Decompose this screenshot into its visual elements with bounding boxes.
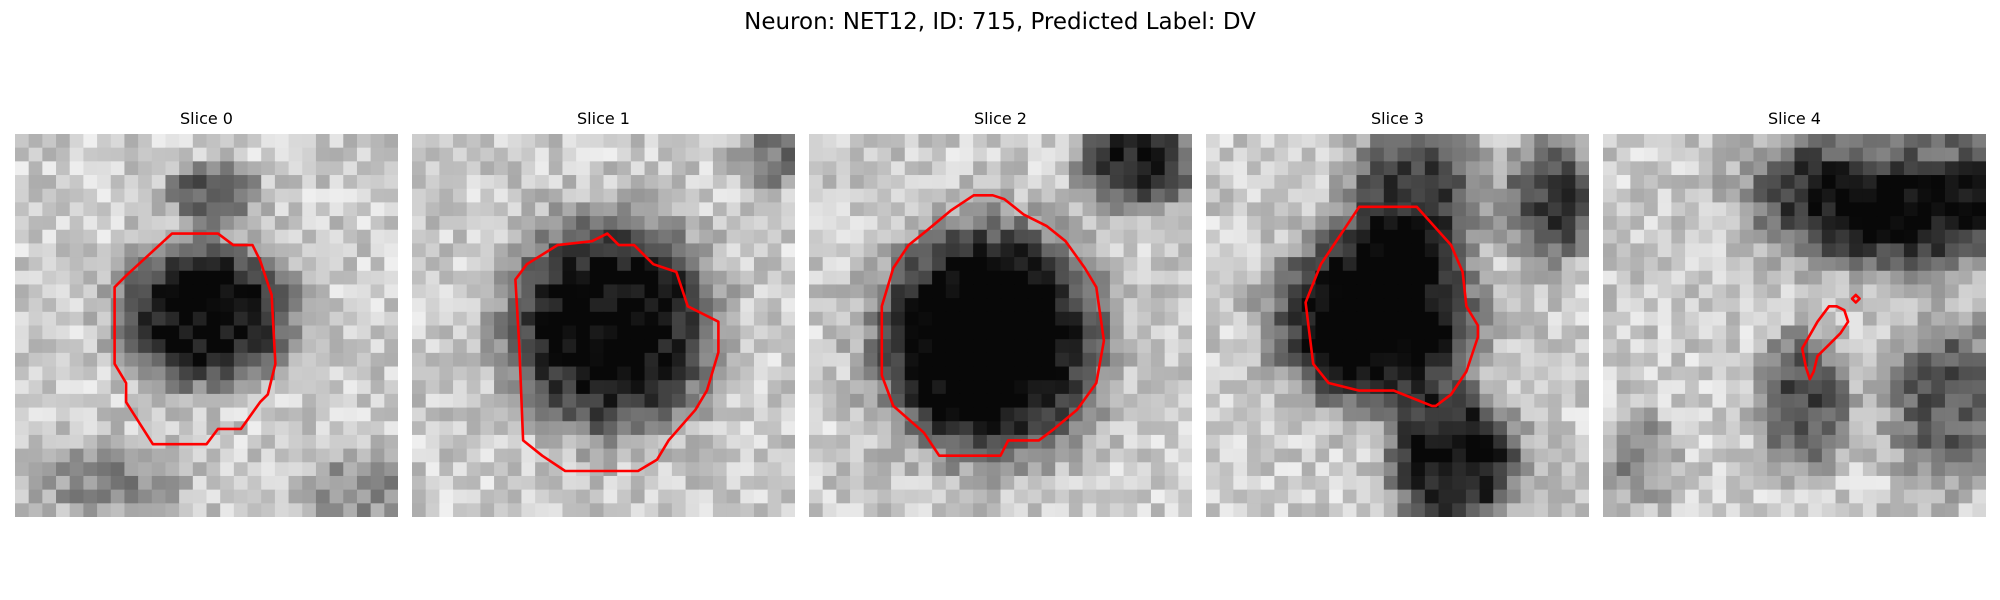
slice-title: Slice 2: [974, 109, 1027, 128]
slice-title: Slice 1: [577, 109, 630, 128]
segmentation-contour: [880, 193, 1106, 458]
slice-title: Slice 0: [180, 109, 233, 128]
slice-image: [809, 134, 1192, 517]
slice-image: [1206, 134, 1589, 517]
slice-title: Slice 3: [1371, 109, 1424, 128]
pixel-grid: [15, 134, 398, 517]
slice-title: Slice 4: [1768, 109, 1821, 128]
segmentation-contour: [1304, 205, 1480, 408]
pixel-grid: [1206, 134, 1589, 517]
slice-image: [412, 134, 795, 517]
pixel-grid: [412, 134, 795, 517]
slice-image: [15, 134, 398, 517]
segmentation-contour: [1850, 293, 1861, 304]
figure-title: Neuron: NET12, ID: 715, Predicted Label:…: [744, 9, 1256, 35]
pixel-grid: [1603, 134, 1986, 517]
segmentation-contour: [514, 232, 720, 473]
pixel-grid: [809, 134, 1192, 517]
segmentation-contour: [113, 232, 277, 446]
segmentation-contour: [1800, 305, 1850, 381]
slice-image: [1603, 134, 1986, 517]
